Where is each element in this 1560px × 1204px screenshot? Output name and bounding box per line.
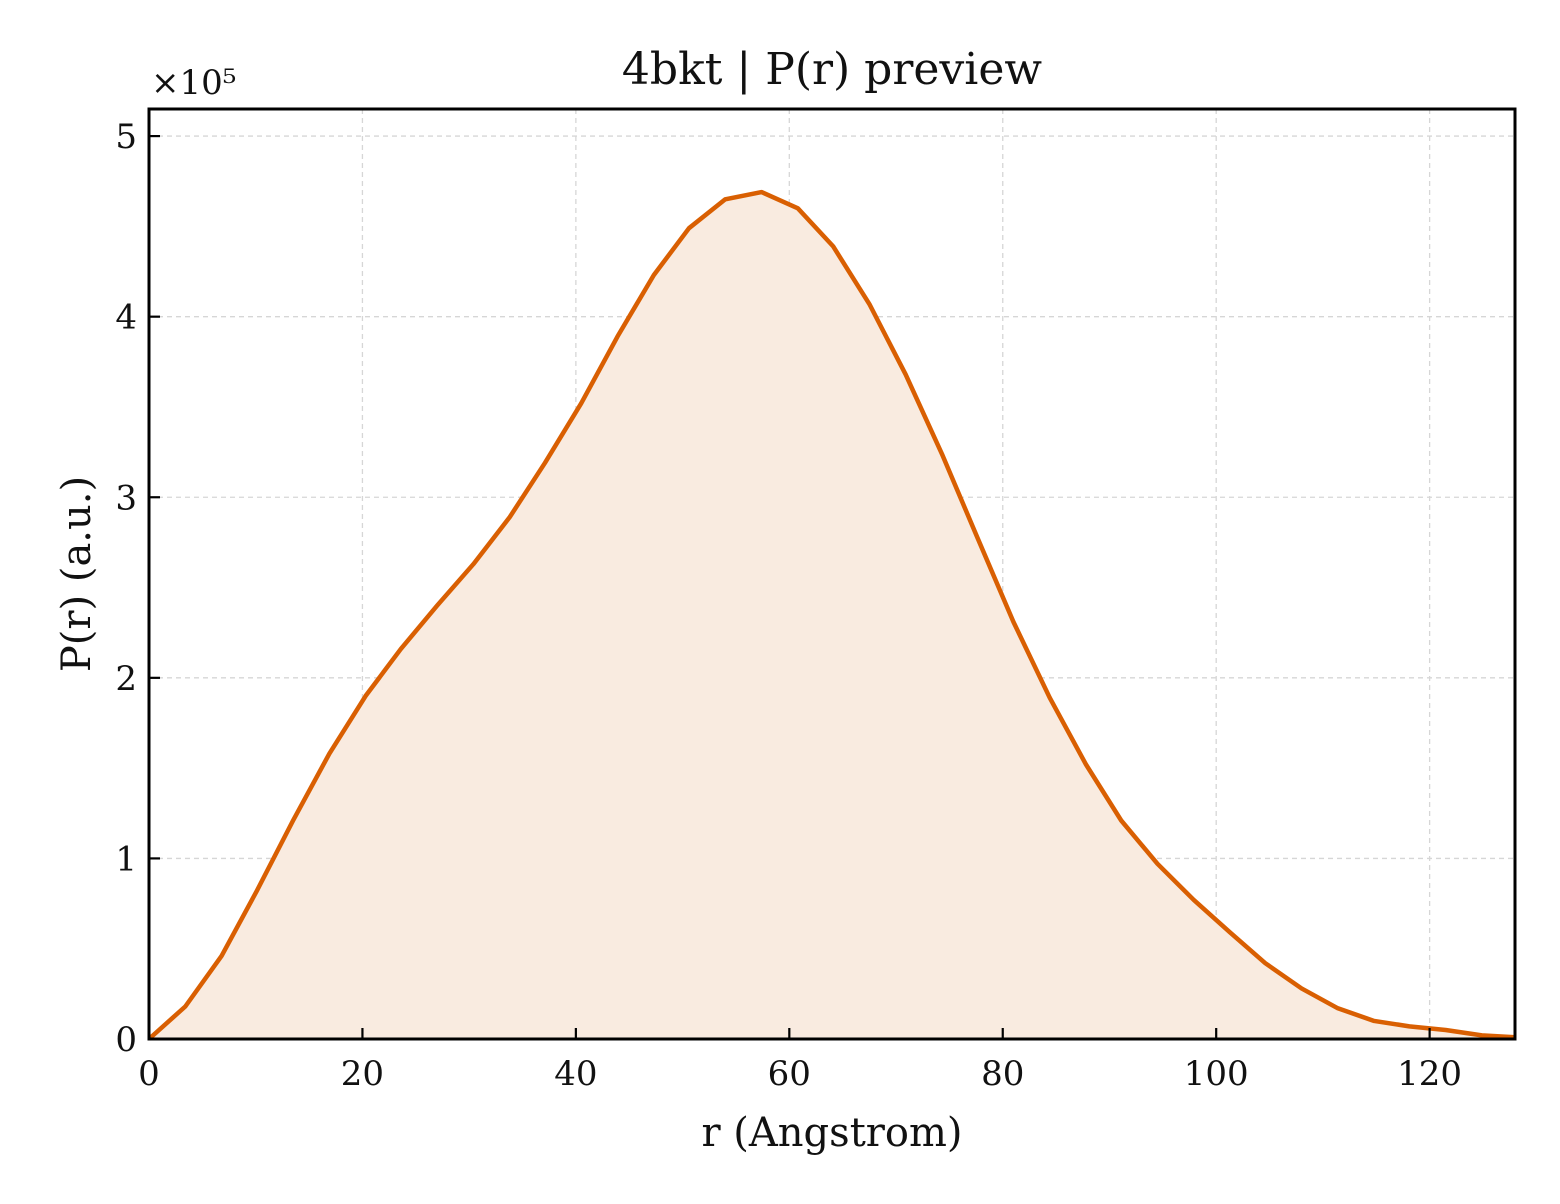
x-tick-label: 120 (1397, 1054, 1462, 1094)
ticks: 0 20 40 60 80 100 120 0 1 2 3 4 5 (115, 117, 1462, 1094)
x-tick-label: 80 (981, 1054, 1024, 1094)
plot-area (147, 189, 1516, 1041)
y-tick-label: 3 (115, 478, 137, 518)
x-tick-label: 100 (1184, 1054, 1249, 1094)
chart-title: 4bkt | P(r) preview (622, 44, 1042, 95)
y-tick-label: 2 (115, 659, 137, 699)
axes-frame (147, 107, 1517, 1041)
x-tick-label: 20 (341, 1054, 384, 1094)
y-tick-label: 1 (115, 839, 137, 879)
x-tick-label: 60 (768, 1054, 811, 1094)
y-tick-label: 0 (115, 1020, 137, 1060)
y-tick-label: 4 (115, 298, 137, 338)
series-line (147, 189, 1516, 1041)
series-fill-area (149, 192, 1515, 1039)
x-tick-label: 40 (554, 1054, 597, 1094)
y-axis-label: P(r) (a.u.) (54, 476, 100, 672)
x-tick-label: 0 (138, 1054, 160, 1094)
y-tick-label: 5 (115, 117, 137, 157)
y-axis-multiplier: ×10⁵ (151, 63, 236, 103)
x-axis-label: r (Angstrom) (701, 1110, 962, 1156)
